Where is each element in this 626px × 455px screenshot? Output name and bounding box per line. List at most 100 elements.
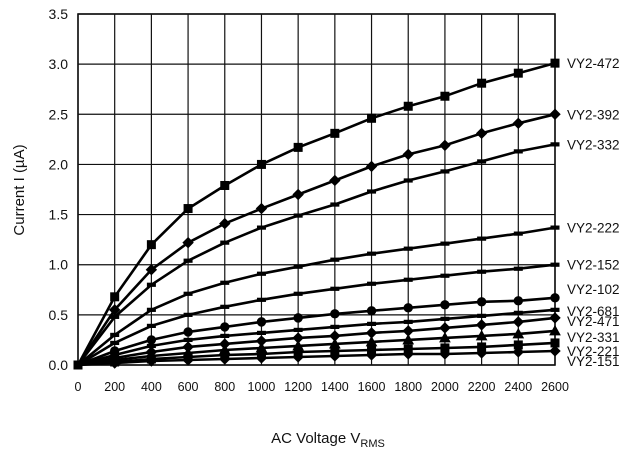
series-label: VY2-331 (567, 330, 620, 345)
data-point (550, 307, 560, 312)
data-point (402, 333, 415, 345)
data-point (329, 350, 341, 362)
series-labels: VY2-472 VY2-392 VY2-332 VY2-222 VY2-152 VY2-1… (567, 56, 620, 369)
series-label: VY2-222 (567, 221, 620, 236)
data-point (439, 139, 451, 152)
data-point (293, 327, 303, 332)
y-tick-label: 2.0 (49, 156, 69, 172)
data-point (440, 169, 450, 174)
data-point (183, 312, 193, 317)
data-point (146, 307, 156, 312)
data-point (549, 345, 561, 357)
data-point (367, 281, 377, 286)
data-point (402, 348, 414, 360)
x-tick-label: 1800 (394, 380, 422, 394)
x-axis-title-main: AC Voltage V (271, 430, 360, 447)
y-tick-label: 1.0 (49, 257, 69, 273)
series-line (77, 308, 556, 367)
data-point (220, 280, 230, 285)
x-axis-title-subscript: RMS (360, 438, 384, 450)
data-point (146, 282, 156, 287)
data-point (403, 319, 413, 324)
data-point (549, 324, 561, 336)
series-line (77, 263, 556, 367)
series-markers (73, 58, 561, 370)
y-axis-ticks: 0.0 0.5 1.0 1.5 2.0 2.5 3.0 3.5 (49, 6, 69, 373)
data-point (256, 159, 266, 169)
data-point (475, 319, 488, 331)
y-tick-label: 0.0 (49, 357, 69, 373)
data-point (477, 159, 487, 164)
data-point (293, 142, 303, 152)
data-point (292, 351, 304, 363)
y-tick-label: 0.5 (49, 307, 69, 323)
data-point (403, 277, 413, 282)
data-point (330, 324, 340, 329)
data-point (145, 264, 158, 276)
data-point (183, 291, 193, 296)
data-point (439, 322, 451, 334)
data-point (367, 189, 377, 194)
data-point (182, 354, 194, 366)
data-point (293, 313, 303, 323)
series-label: VY2-332 (567, 137, 620, 152)
data-point (513, 310, 523, 315)
series-line (77, 316, 556, 367)
data-point (220, 240, 230, 245)
x-tick-label: 800 (214, 380, 235, 394)
x-tick-label: 2200 (468, 380, 496, 394)
data-point (146, 323, 156, 328)
data-point (512, 117, 525, 130)
data-point (292, 188, 304, 201)
data-point (440, 300, 450, 310)
data-point (477, 78, 487, 88)
data-point (183, 204, 193, 214)
data-point (330, 309, 340, 319)
data-point (403, 178, 413, 183)
data-point (402, 148, 414, 161)
x-tick-label: 1400 (321, 380, 349, 394)
data-point (256, 297, 266, 302)
x-tick-label: 1000 (248, 380, 276, 394)
data-point (256, 317, 267, 327)
data-point (403, 101, 413, 111)
plot-frame (77, 13, 556, 366)
data-point (293, 213, 303, 218)
x-tick-label: 2400 (504, 380, 532, 394)
data-point (146, 335, 157, 345)
x-tick-label: 1600 (358, 380, 386, 394)
series-line (76, 143, 556, 366)
data-point (183, 258, 193, 263)
data-point (403, 246, 413, 251)
series-line (76, 113, 556, 366)
data-point (440, 241, 450, 246)
data-point (513, 231, 523, 236)
data-point (220, 333, 230, 339)
data-point (367, 251, 377, 256)
data-point (477, 313, 487, 318)
x-tick-label: 2600 (541, 380, 569, 394)
data-point (73, 360, 83, 370)
series-label: VY2-152 (567, 258, 620, 273)
series-label: VY2-471 (567, 314, 620, 329)
data-point (477, 269, 487, 274)
y-axis-title: Current I (µA) (11, 144, 28, 235)
y-tick-label: 1.5 (49, 207, 69, 223)
data-point (110, 340, 120, 346)
x-axis-title: AC Voltage VRMS (271, 430, 385, 450)
data-point (256, 225, 266, 230)
data-point (220, 322, 230, 332)
data-point (183, 327, 193, 337)
data-point (182, 236, 194, 249)
data-point (550, 293, 560, 303)
data-point (550, 225, 560, 230)
series-line (77, 226, 556, 367)
x-tick-label: 1200 (284, 380, 312, 394)
x-axis-ticks: 0 200 400 600 800 1000 1200 1400 1600 1800 2000 220… (75, 380, 569, 394)
data-point (110, 314, 120, 319)
x-tick-label: 0 (75, 380, 82, 394)
series-line (77, 296, 556, 367)
data-point (477, 236, 487, 241)
series-label: VY2-681 (567, 304, 620, 319)
